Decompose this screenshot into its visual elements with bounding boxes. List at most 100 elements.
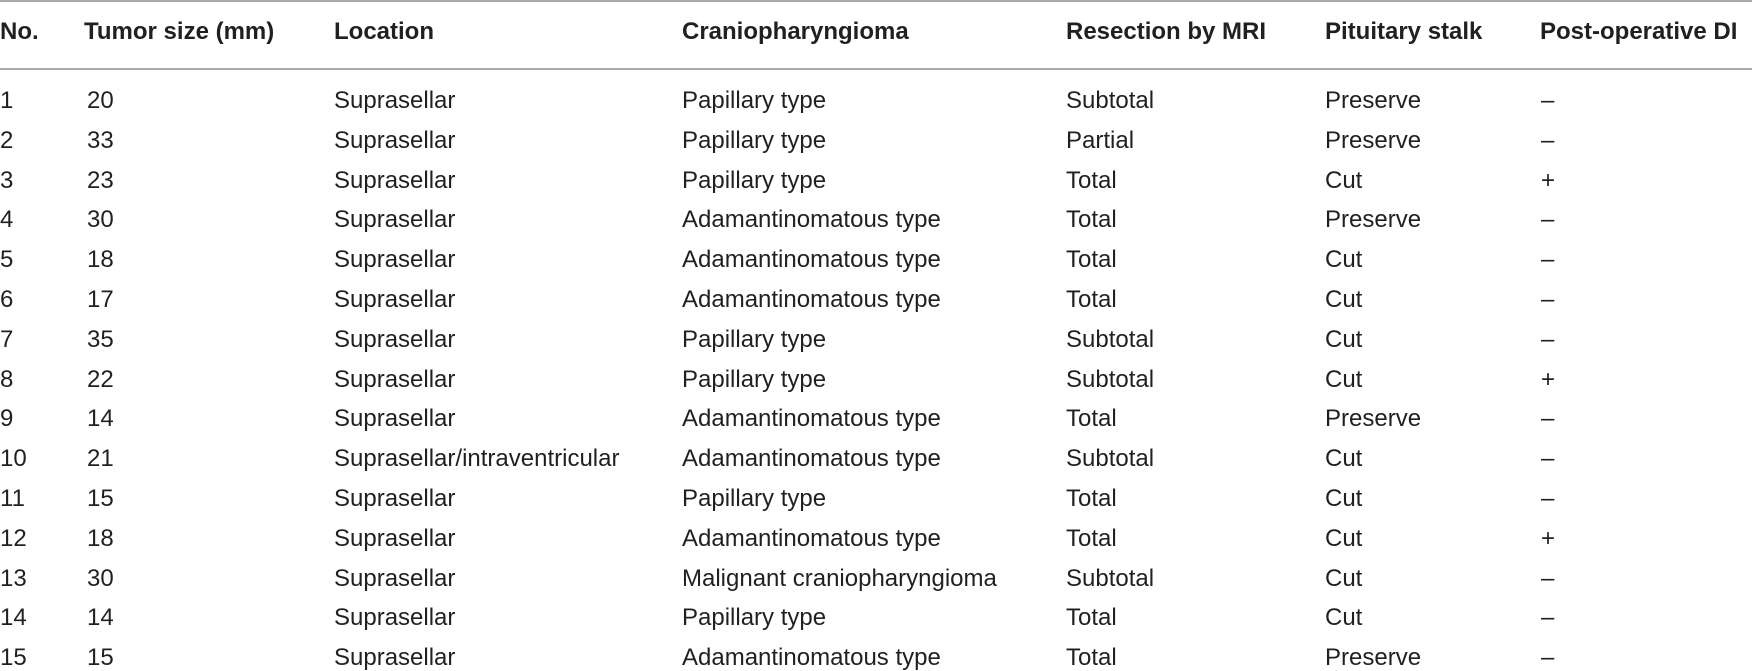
cell-craniopharyngioma: Papillary type [682,485,827,512]
cell-location: Suprasellar [334,246,456,274]
cell-tumor-size: 22 [87,365,114,393]
cell-pituitary-stalk: Preserve [1325,87,1422,114]
cell-tumor-size: 14 [87,405,114,433]
cell-location: Suprasellar [334,365,456,393]
cell-tumor-size: 15 [87,485,114,512]
table-header-row: No. Tumor size (mm) Location Craniophary… [0,12,1752,52]
cell-post-operative-di: – [1541,126,1555,154]
cell-no: 15 [0,644,27,671]
cell-resection-by-mri: Total [1066,246,1117,274]
cell-resection-by-mri: Total [1066,604,1117,632]
cell-no: 1 [0,87,14,114]
cell-pituitary-stalk: Preserve [1325,405,1422,433]
cell-no: 12 [0,524,27,552]
cell-craniopharyngioma: Papillary type [682,126,827,154]
cell-post-operative-di: + [1541,166,1556,194]
cell-tumor-size: 15 [87,644,114,671]
header-craniopharyngioma: Craniopharyngioma [682,18,909,45]
cell-pituitary-stalk: Cut [1325,564,1363,592]
cell-no: 3 [0,166,14,194]
cell-pituitary-stalk: Cut [1325,246,1363,274]
table-header-rule [0,68,1752,70]
cell-location: Suprasellar [334,485,456,512]
cell-craniopharyngioma: Adamantinomatous type [682,644,941,671]
cell-pituitary-stalk: Preserve [1325,206,1422,234]
cell-post-operative-di: + [1541,365,1556,393]
cell-post-operative-di: – [1541,246,1555,274]
cell-resection-by-mri: Total [1066,524,1117,552]
cell-location: Suprasellar [334,405,456,433]
cell-pituitary-stalk: Cut [1325,286,1363,313]
table-row: 9 14 Suprasellar Adamantinomatous type Total… [0,399,1752,439]
cell-resection-by-mri: Subtotal [1066,325,1155,353]
cell-pituitary-stalk: Preserve [1325,126,1422,154]
table-row: 2 33 Suprasellar Papillary type Partial Prese… [0,121,1752,161]
table-row: 15 15 Suprasellar Adamantinomatous type Tota… [0,638,1752,671]
cell-craniopharyngioma: Papillary type [682,365,827,393]
cell-resection-by-mri: Total [1066,405,1117,433]
cell-post-operative-di: – [1541,644,1555,671]
table-row: 3 23 Suprasellar Papillary type Total Cut + [0,161,1752,201]
table-row: 4 30 Suprasellar Adamantinomatous type Total… [0,200,1752,240]
table-row: 5 18 Suprasellar Adamantinomatous type Total… [0,240,1752,280]
cell-resection-by-mri: Total [1066,166,1117,194]
cell-no: 10 [0,445,27,473]
cell-tumor-size: 21 [87,445,114,473]
cell-post-operative-di: – [1541,445,1555,473]
cell-craniopharyngioma: Papillary type [682,87,827,114]
header-location: Location [334,18,434,45]
cell-post-operative-di: – [1541,87,1555,114]
cell-craniopharyngioma: Papillary type [682,325,827,353]
cell-pituitary-stalk: Cut [1325,365,1363,393]
cell-no: 13 [0,564,27,592]
cell-post-operative-di: – [1541,206,1555,234]
table-row: 12 18 Suprasellar Adamantinomatous type Tota… [0,519,1752,559]
cell-location: Suprasellar [334,644,456,671]
cell-craniopharyngioma: Adamantinomatous type [682,286,941,313]
cell-craniopharyngioma: Papillary type [682,604,827,632]
cell-resection-by-mri: Subtotal [1066,365,1155,393]
cell-post-operative-di: – [1541,325,1555,353]
cell-resection-by-mri: Total [1066,485,1117,512]
cell-post-operative-di: – [1541,286,1555,313]
cell-location: Suprasellar [334,126,456,154]
cell-tumor-size: 18 [87,524,114,552]
table-row: 7 35 Suprasellar Papillary type Subtotal Cut – [0,320,1752,360]
cell-location: Suprasellar [334,564,456,592]
header-tumor-size: Tumor size (mm) [84,18,275,45]
cell-no: 4 [0,206,14,234]
header-resection-by-mri: Resection by MRI [1066,18,1267,45]
cell-pituitary-stalk: Cut [1325,524,1363,552]
cell-no: 9 [0,405,14,433]
cell-post-operative-di: – [1541,405,1555,433]
table-row: 1 20 Suprasellar Papillary type Subtotal Pres… [0,81,1752,121]
table-row: 13 30 Suprasellar Malignant craniopharyngio… [0,559,1752,599]
cell-tumor-size: 17 [87,286,114,313]
cell-tumor-size: 35 [87,325,114,353]
cell-resection-by-mri: Subtotal [1066,87,1155,114]
cell-tumor-size: 18 [87,246,114,274]
cell-no: 7 [0,325,14,353]
table-top-rule [0,0,1752,2]
header-no: No. [0,18,39,45]
cell-post-operative-di: – [1541,564,1555,592]
cell-no: 11 [0,485,25,512]
cell-location: Suprasellar [334,206,456,234]
cell-craniopharyngioma: Adamantinomatous type [682,206,941,234]
cell-location: Suprasellar [334,166,456,194]
table-row: 11 15 Suprasellar Papillary type Total Cut – [0,479,1752,519]
cell-resection-by-mri: Subtotal [1066,445,1155,473]
cell-tumor-size: 30 [87,206,114,234]
cell-resection-by-mri: Total [1066,206,1117,234]
cell-resection-by-mri: Total [1066,286,1117,313]
cell-location: Suprasellar [334,325,456,353]
table-row: 8 22 Suprasellar Papillary type Subtotal Cut + [0,360,1752,400]
cell-no: 14 [0,604,27,632]
cell-craniopharyngioma: Adamantinomatous type [682,405,941,433]
cell-craniopharyngioma: Adamantinomatous type [682,524,941,552]
cell-post-operative-di: – [1541,604,1555,632]
cell-no: 8 [0,365,14,393]
cell-pituitary-stalk: Cut [1325,485,1363,512]
cell-tumor-size: 23 [87,166,114,194]
